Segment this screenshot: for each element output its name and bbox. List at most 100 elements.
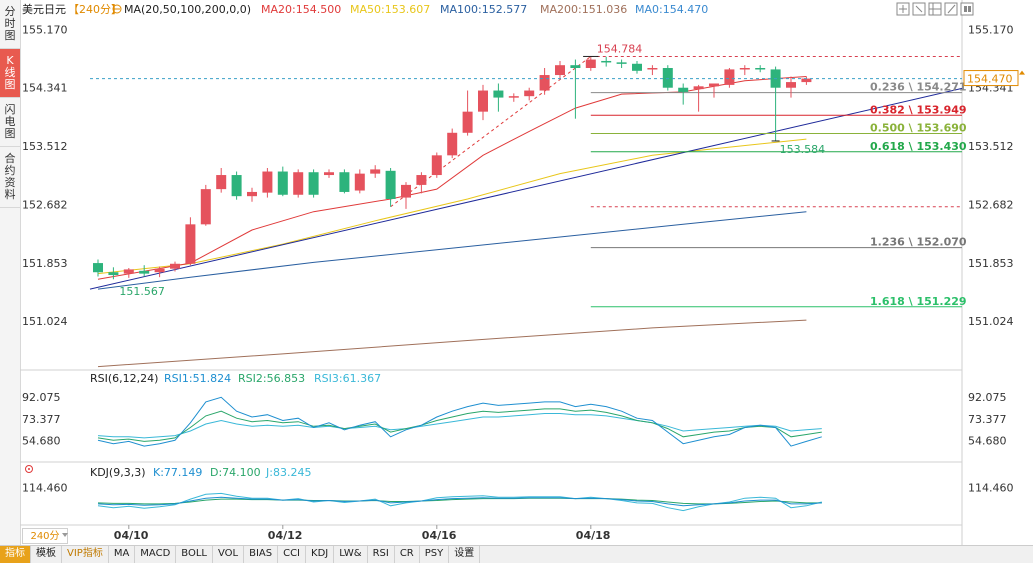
- tab-contract[interactable]: 合约资料: [0, 147, 20, 208]
- grid-icon[interactable]: [928, 2, 942, 16]
- candle-body: [339, 172, 350, 192]
- candle-body: [324, 172, 334, 176]
- bias-button[interactable]: BIAS: [244, 546, 279, 563]
- settings-icon[interactable]: [112, 4, 122, 14]
- cr-button[interactable]: CR: [395, 546, 420, 563]
- candle-body: [616, 62, 627, 64]
- date-tick-label: 04/18: [576, 529, 611, 542]
- cci-button[interactable]: CCI: [278, 546, 307, 563]
- candle-body: [416, 175, 427, 185]
- tab-label: 图: [4, 29, 16, 42]
- lw-button[interactable]: LW&: [334, 546, 368, 563]
- ma50-line: [97, 138, 807, 275]
- candle-body: [755, 68, 766, 70]
- kdj-panel: 114.460 114.460: [22, 481, 1014, 512]
- candle-body: [570, 65, 581, 68]
- rsi3-value: RSI3:61.367: [314, 372, 381, 385]
- tab-flash[interactable]: 闪电图: [0, 98, 20, 147]
- rsi-tick-label-left: 92.075: [22, 391, 61, 404]
- candle-body: [154, 268, 165, 273]
- ma50-value: MA50:153.607: [350, 3, 430, 16]
- candle-body: [724, 69, 735, 85]
- tab-label: 闪: [4, 103, 16, 116]
- tab-label: 图: [4, 78, 16, 91]
- candle-body: [508, 96, 519, 98]
- candle-body: [93, 263, 103, 273]
- psy-button[interactable]: PSY: [420, 546, 450, 563]
- j-line: [97, 492, 822, 512]
- fib-level-label: 0.618 \ 153.430: [870, 140, 967, 153]
- k-value: K:77.149: [153, 466, 202, 479]
- rsi-params: RSI(6,12,24): [90, 372, 158, 385]
- chevron-down-icon: [62, 533, 68, 537]
- layout-icon[interactable]: [960, 2, 974, 16]
- fib-level-label: 0.500 \ 153.690: [870, 121, 967, 134]
- trendline: [89, 87, 963, 290]
- price-tick-label: 153.512: [968, 140, 1014, 153]
- candle-body: [801, 78, 812, 83]
- indicator-toolbar: 指标 模板 VIP指标 MA MACD BOLL VOL BIAS CCI KD…: [0, 545, 1033, 563]
- k-line: [97, 496, 822, 507]
- tab-timeshare[interactable]: 分时图: [0, 0, 20, 49]
- rsi-button[interactable]: RSI: [368, 546, 395, 563]
- candle-body: [370, 169, 381, 174]
- kdj-tick-label: 114.460: [968, 481, 1014, 494]
- candle-body: [647, 68, 658, 70]
- vol-button[interactable]: VOL: [213, 546, 245, 563]
- grid: [20, 0, 963, 545]
- candle-body: [123, 269, 134, 274]
- ma200-line: [97, 319, 807, 368]
- vip-indicator-button[interactable]: VIP指标: [62, 546, 109, 563]
- current-price-label: 154.470: [967, 73, 1013, 86]
- ma100-line: [97, 211, 807, 290]
- price-axis: 155.170155.170154.341154.341153.512153.5…: [22, 23, 1025, 328]
- settings-button[interactable]: 设置: [449, 546, 481, 563]
- candle-body: [231, 175, 242, 197]
- candle-body: [170, 263, 180, 269]
- zoom-icon[interactable]: [912, 2, 926, 16]
- candle-body: [662, 68, 673, 88]
- candle-body: [185, 224, 196, 264]
- ma20-value: MA20:154.500: [261, 3, 341, 16]
- boll-button[interactable]: BOLL: [176, 546, 213, 563]
- kdj-settings-icon[interactable]: [25, 465, 33, 473]
- indicator-button[interactable]: 指标: [0, 546, 31, 563]
- kdj-button[interactable]: KDJ: [306, 546, 335, 563]
- price-tick-label-left: 155.170: [22, 23, 68, 36]
- candle-body: [108, 272, 119, 276]
- swing-low-label: 153.584: [780, 143, 826, 156]
- macd-button[interactable]: MACD: [135, 546, 177, 563]
- price-tick-label-left: 151.853: [22, 257, 68, 270]
- rsi1-line: [97, 396, 822, 447]
- kline-chart[interactable]: 0.236 \ 154.271 0.382 \ 153.949 0.500 \ 15…: [20, 0, 1033, 545]
- candles: [93, 56, 812, 280]
- rsi-tick-label-left: 54.680: [22, 435, 61, 448]
- candle-body: [709, 83, 719, 87]
- candle-body: [401, 184, 411, 198]
- candle-body: [200, 189, 211, 225]
- candle-body: [139, 270, 150, 274]
- candle-body: [739, 68, 750, 70]
- kdj-tick-label-left: 114.460: [22, 481, 68, 494]
- draw-icon[interactable]: [944, 2, 958, 16]
- tab-label: K: [6, 54, 14, 67]
- ma-button[interactable]: MA: [109, 546, 136, 563]
- rsi-panel: 92.075 92.075 73.377 73.377 54.680 54.680: [22, 391, 1007, 447]
- rsi-tick-label: 54.680: [968, 435, 1007, 448]
- ma20-line: [97, 76, 807, 280]
- d-line: [97, 497, 822, 505]
- ma100-value: MA100:152.577: [440, 3, 527, 16]
- current-price-box: [963, 70, 1019, 87]
- crosshair-icon[interactable]: [896, 2, 910, 16]
- price-tick-label-left: 153.512: [22, 140, 68, 153]
- candle-body: [277, 171, 288, 195]
- fib-level-label: 0.382 \ 153.949: [870, 103, 967, 116]
- candle-body: [431, 155, 442, 176]
- template-button[interactable]: 模板: [31, 546, 62, 563]
- low-label: 151.567: [119, 285, 164, 298]
- candle-body: [262, 171, 273, 193]
- rsi2-line: [97, 408, 822, 442]
- fibonacci-levels: 0.236 \ 154.271 0.382 \ 153.949 0.500 \ 15…: [590, 55, 967, 308]
- ma200-value: MA200:151.036: [540, 3, 627, 16]
